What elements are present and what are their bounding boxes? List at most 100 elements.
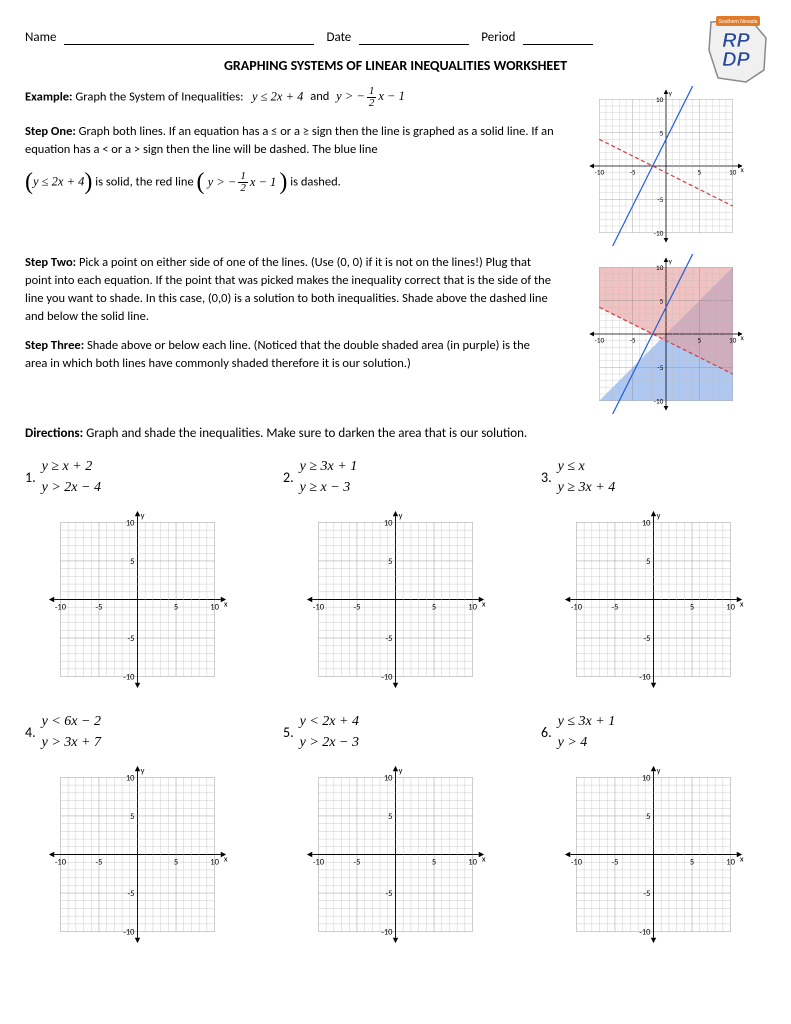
svg-text:5: 5 [130, 812, 134, 822]
problem-equations: 4. y < 6x − 2 y > 3x + 7 [25, 710, 250, 754]
svg-text:10: 10 [656, 95, 664, 104]
problem-eq2: y > 4 [558, 732, 616, 753]
problem-eq-stack: y < 6x − 2 y > 3x + 7 [42, 711, 101, 753]
name-blank[interactable] [64, 30, 314, 45]
svg-text:10: 10 [126, 519, 135, 529]
svg-text:-5: -5 [386, 889, 393, 899]
problem-eq-stack: y ≤ x y ≥ 3x + 4 [558, 456, 616, 498]
problem: 4. y < 6x − 2 y > 3x + 7 -10-10-5-555101… [25, 710, 250, 947]
svg-text:10: 10 [210, 858, 219, 868]
svg-text:-10: -10 [123, 928, 135, 938]
problem-eq2: y > 2x − 4 [42, 477, 101, 498]
svg-text:y: y [399, 766, 403, 776]
svg-text:-10: -10 [594, 168, 604, 177]
example-and: and [310, 89, 329, 104]
svg-text:x: x [224, 599, 228, 609]
period-blank[interactable] [523, 30, 593, 45]
svg-text:-5: -5 [644, 634, 651, 644]
svg-text:5: 5 [646, 812, 650, 822]
svg-text:y: y [141, 766, 145, 776]
blank-grid: -10-10-5-5551010xy [283, 507, 508, 692]
example-eq2: y > −12x − 1 [336, 89, 405, 103]
svg-text:-10: -10 [639, 928, 651, 938]
step2-text: Pick a point on either side of one of th… [25, 255, 551, 324]
svg-text:x: x [740, 854, 744, 864]
svg-text:10: 10 [210, 603, 219, 613]
problem-eq2: y ≥ 3x + 4 [558, 477, 616, 498]
problem-equations: 1. y ≥ x + 2 y > 2x − 4 [25, 455, 250, 499]
problem: 3. y ≤ x y ≥ 3x + 4 -10-10-5-5551010xy [541, 455, 766, 692]
svg-text:-5: -5 [630, 336, 636, 345]
directions-label: Directions: [25, 426, 83, 441]
period-label: Period [481, 30, 515, 45]
svg-text:-5: -5 [354, 858, 361, 868]
svg-text:10: 10 [726, 603, 735, 613]
svg-text:10: 10 [729, 168, 737, 177]
svg-text:-5: -5 [612, 603, 619, 613]
problem-eq1: y ≥ x + 2 [42, 456, 101, 477]
svg-text:-5: -5 [96, 603, 103, 613]
problem: 1. y ≥ x + 2 y > 2x − 4 -10-10-5-5551010… [25, 455, 250, 692]
problem-number: 2. [283, 469, 294, 486]
date-blank[interactable] [359, 30, 469, 45]
svg-text:5: 5 [646, 557, 650, 567]
svg-text:-10: -10 [594, 336, 604, 345]
svg-text:y: y [669, 256, 673, 265]
problem-equations: 6. y ≤ 3x + 1 y > 4 [541, 710, 766, 754]
svg-text:x: x [224, 854, 228, 864]
svg-text:10: 10 [726, 858, 735, 868]
svg-text:-10: -10 [313, 603, 325, 613]
svg-text:-5: -5 [612, 858, 619, 868]
svg-text:5: 5 [690, 603, 694, 613]
problem: 2. y ≥ 3x + 1 y ≥ x − 3 -10-10-5-5551010… [283, 455, 508, 692]
svg-text:10: 10 [468, 603, 477, 613]
svg-text:10: 10 [126, 774, 135, 784]
svg-text:10: 10 [384, 774, 393, 784]
header-row: Name Date Period Southern Nevada RP DP [25, 30, 766, 45]
problem-eq1: y ≥ 3x + 1 [300, 456, 358, 477]
svg-text:5: 5 [174, 603, 178, 613]
step-one: Step One: Graph both lines. If an equati… [25, 123, 554, 159]
svg-text:x: x [740, 599, 744, 609]
step1-eq2: y > −12x − 1 [205, 175, 280, 189]
svg-text:-10: -10 [55, 858, 67, 868]
svg-text:10: 10 [642, 519, 651, 529]
problem-eq-stack: y < 2x + 4 y > 2x − 3 [300, 711, 359, 753]
svg-text:5: 5 [660, 128, 664, 137]
svg-text:10: 10 [656, 263, 664, 272]
problem-equations: 3. y ≤ x y ≥ 3x + 4 [541, 455, 766, 499]
problem-equations: 5. y < 2x + 4 y > 2x − 3 [283, 710, 508, 754]
step1-label: Step One: [25, 124, 76, 139]
problem-number: 1. [25, 469, 36, 486]
blank-grid: -10-10-5-5551010xy [283, 762, 508, 947]
problem-eq1: y < 2x + 4 [300, 711, 359, 732]
directions: Directions: Graph and shade the inequali… [25, 426, 766, 441]
directions-text: Graph and shade the inequalities. Make s… [86, 426, 527, 441]
svg-text:-5: -5 [354, 603, 361, 613]
name-label: Name [25, 30, 56, 45]
svg-text:y: y [657, 511, 661, 521]
svg-text:5: 5 [697, 168, 701, 177]
svg-text:y: y [399, 511, 403, 521]
svg-text:-10: -10 [571, 858, 583, 868]
blank-grid: -10-10-5-5551010xy [541, 507, 766, 692]
problem-equations: 2. y ≥ 3x + 1 y ≥ x − 3 [283, 455, 508, 499]
date-label: Date [326, 30, 351, 45]
svg-text:-5: -5 [644, 889, 651, 899]
svg-text:y: y [657, 766, 661, 776]
svg-text:10: 10 [384, 519, 393, 529]
problem-eq-stack: y ≤ 3x + 1 y > 4 [558, 711, 616, 753]
problem-eq-stack: y ≥ x + 2 y > 2x − 4 [42, 456, 101, 498]
svg-text:-10: -10 [639, 673, 651, 683]
svg-text:-5: -5 [96, 858, 103, 868]
blank-grid: -10-10-5-5551010xy [25, 762, 250, 947]
svg-text:10: 10 [468, 858, 477, 868]
problem-eq-stack: y ≥ 3x + 1 y ≥ x − 3 [300, 456, 358, 498]
example-graph-2: -10-10-5-5551010xy [566, 254, 766, 414]
step2-label: Step Two: [25, 255, 76, 270]
problems-row-1: 1. y ≥ x + 2 y > 2x − 4 -10 -10 -5 -5 5 5 10 10… [25, 455, 766, 692]
blank-grid: -10-10-5-5551010xy [25, 507, 250, 692]
svg-text:-10: -10 [654, 228, 664, 237]
svg-text:-5: -5 [657, 363, 663, 372]
svg-text:-10: -10 [313, 858, 325, 868]
